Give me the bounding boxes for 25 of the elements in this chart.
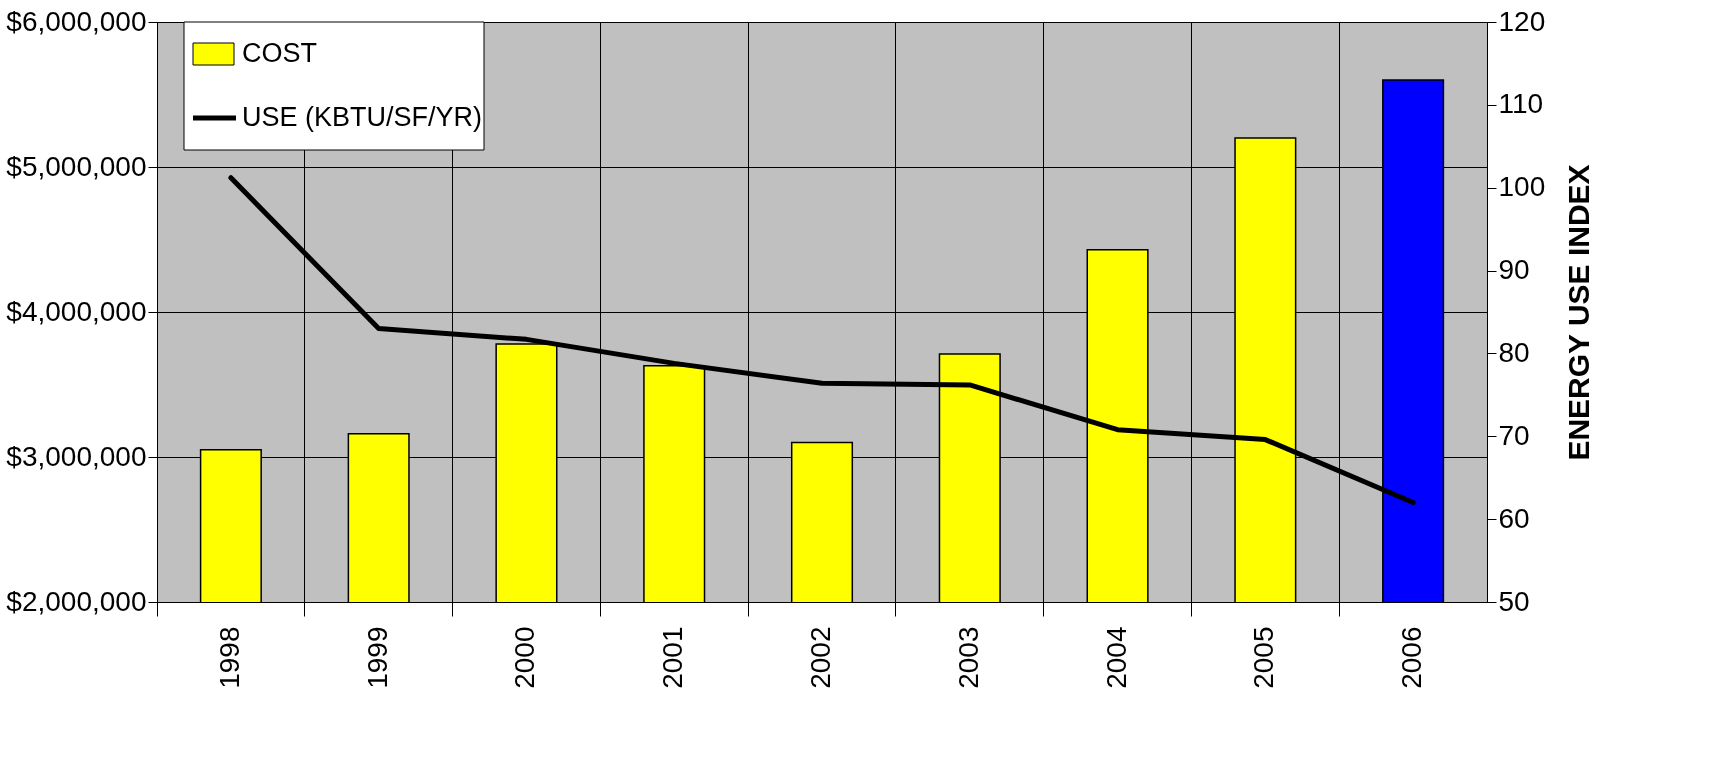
y-tick-label: $5,000,000: [6, 150, 147, 182]
x-tick-label: 1999: [361, 626, 393, 689]
x-tick-label: 2001: [657, 626, 689, 689]
y2-tick-label: 50: [1498, 585, 1530, 617]
y2-tick-label: 70: [1498, 419, 1530, 451]
y-tick-label: $3,000,000: [6, 440, 147, 472]
x-tick-label: 1998: [213, 626, 245, 689]
x-tick-label: 2004: [1100, 626, 1132, 689]
y2-tick-label: 110: [1498, 88, 1544, 120]
x-tick-label: 2003: [952, 626, 984, 689]
y2-tick-label: 60: [1498, 502, 1530, 534]
y2-tick-label: 90: [1498, 254, 1530, 286]
x-tick-label: 2002: [805, 626, 836, 689]
x-tick-label: 2000: [509, 626, 541, 689]
y2-tick-label: 100: [1498, 171, 1546, 203]
x-tick-label: 2005: [1248, 626, 1280, 689]
x-tick-label: 2006: [1396, 626, 1428, 689]
y-tick-label: $6,000,000: [6, 5, 147, 37]
y2-axis-title: ENERGY USE INDEX: [1562, 164, 1596, 461]
legend-label: USE (KBTU/SF/YR): [242, 102, 483, 132]
y-tick-label: $4,000,000: [6, 295, 147, 327]
y2-tick-label: 80: [1498, 336, 1530, 368]
y-tick-label: $2,000,000: [6, 585, 147, 617]
y2-tick-label: 120: [1498, 5, 1546, 37]
legend-label: COST: [242, 38, 318, 68]
